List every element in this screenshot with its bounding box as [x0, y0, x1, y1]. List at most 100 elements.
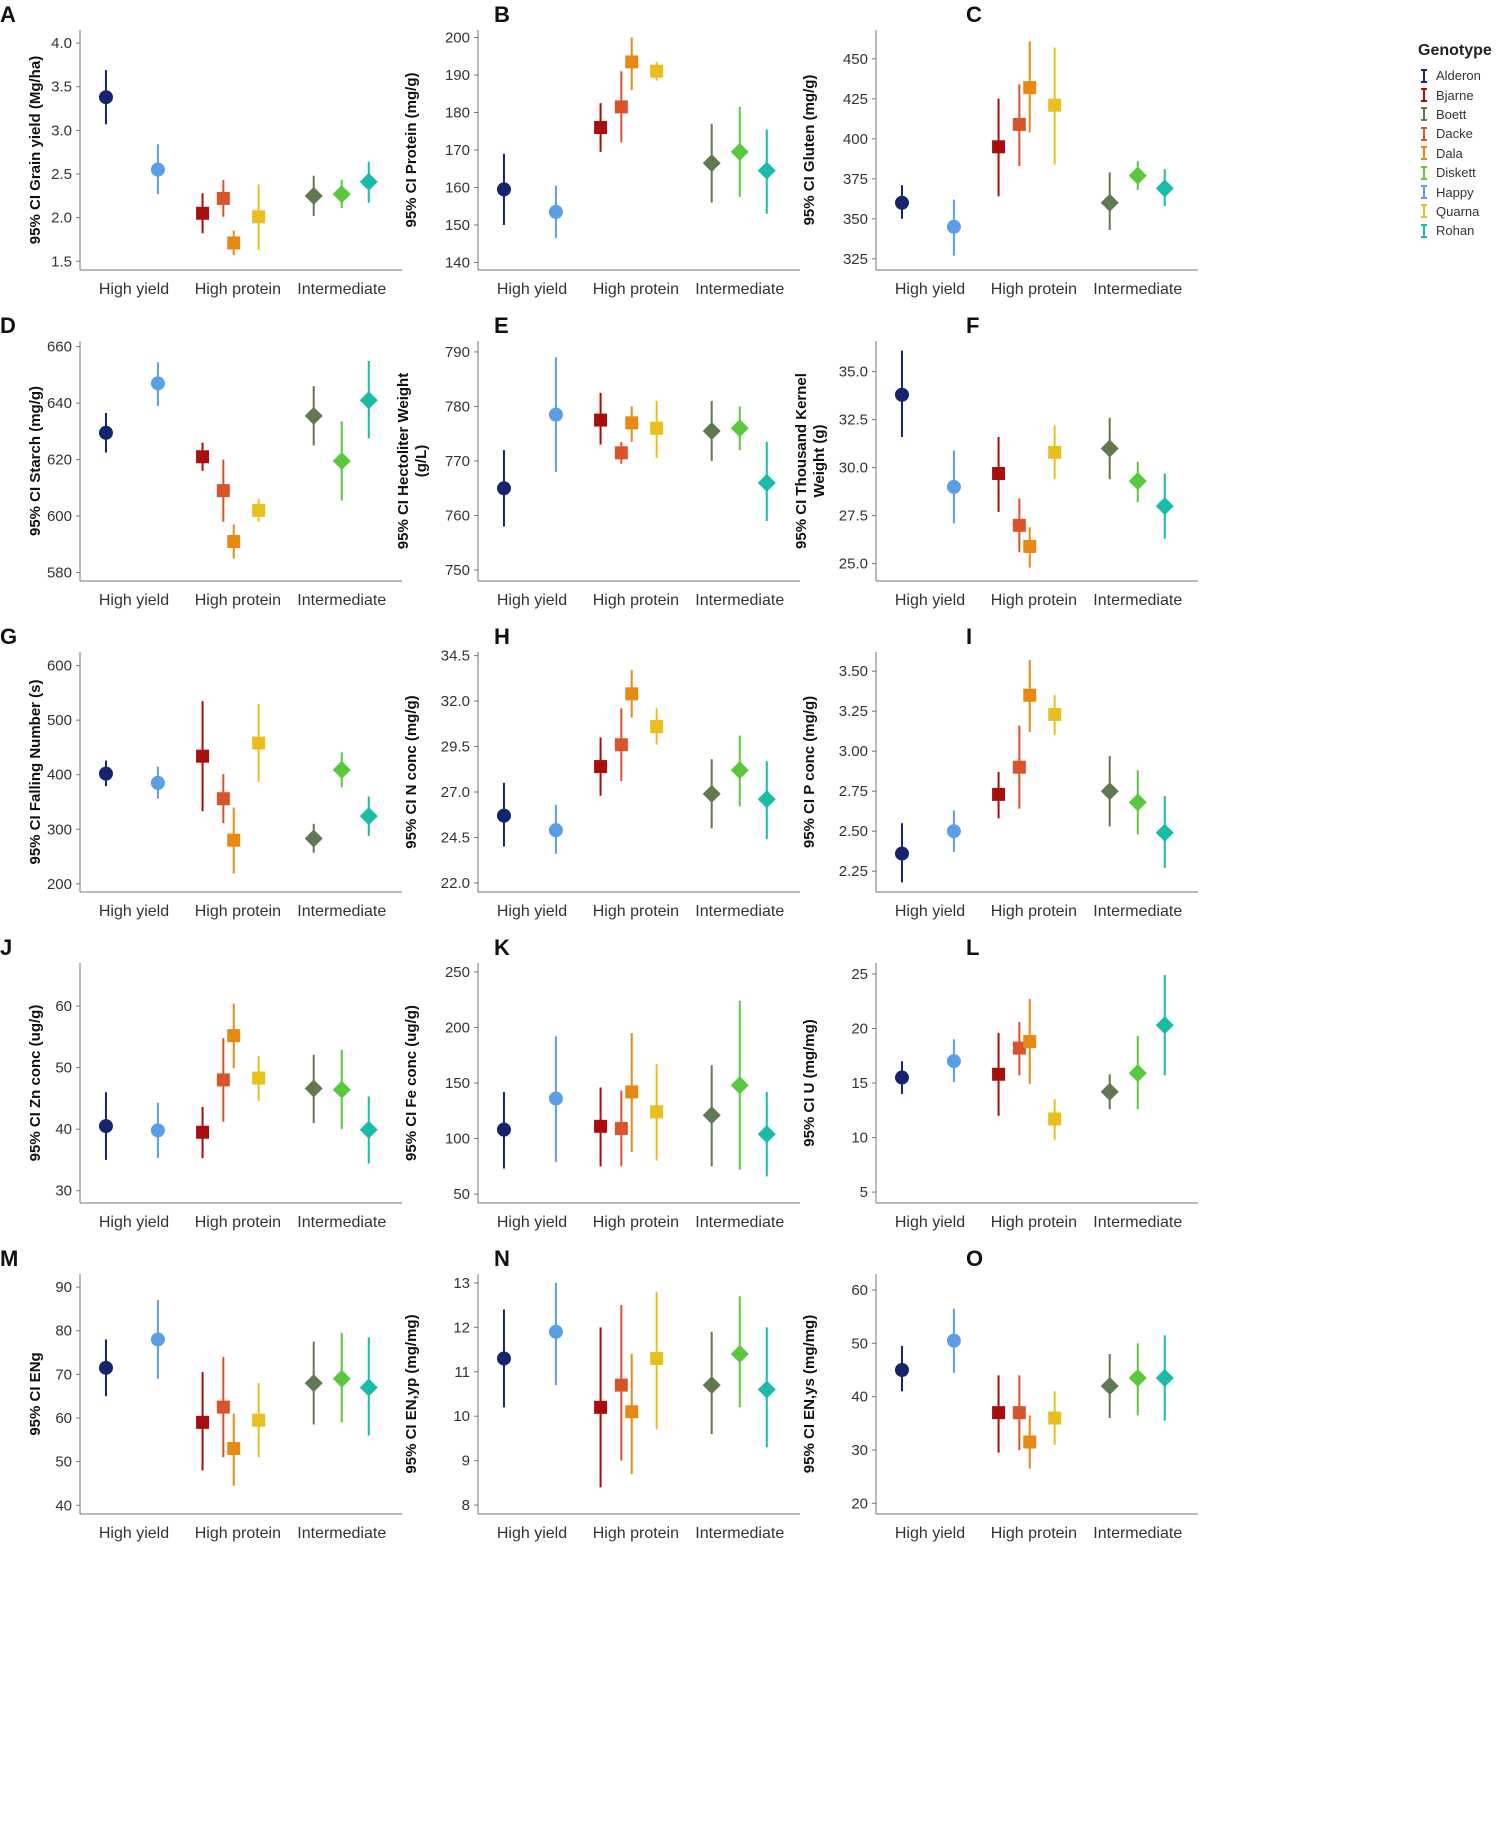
mean-marker: [614, 100, 628, 114]
x-category-label: High protein: [593, 281, 679, 298]
mean-marker: [1048, 707, 1062, 721]
mean-marker: [98, 1360, 113, 1375]
y-axis-title: 95% CI Protein (mg/g): [403, 72, 420, 227]
mean-marker: [98, 766, 113, 781]
mean-marker: [496, 1351, 511, 1366]
y-tick-label: 10: [851, 1130, 868, 1147]
mean-marker: [150, 1123, 165, 1138]
mean-marker: [1128, 472, 1147, 491]
panel-B: B 140 150 160 170 180 190 200 95% CI Protein (mg…: [403, 2, 800, 298]
mean-marker: [757, 161, 776, 180]
x-category-label: High yield: [99, 1525, 169, 1542]
y-tick-label: 780: [445, 398, 470, 415]
y-tick-label: 640: [47, 395, 72, 412]
x-category-label: Intermediate: [1093, 1214, 1182, 1231]
mean-marker: [1023, 539, 1037, 553]
mean-marker: [1100, 439, 1119, 458]
mean-marker: [1100, 1377, 1119, 1395]
y-tick-label: 25.0: [839, 556, 868, 573]
mean-marker: [196, 206, 210, 220]
panel-label: K: [494, 935, 510, 960]
legend-item: Bjarne: [1418, 85, 1508, 104]
mean-marker: [702, 154, 721, 173]
y-tick-label: 190: [445, 67, 470, 84]
mean-marker: [1012, 1041, 1026, 1055]
x-category-label: Intermediate: [1093, 903, 1182, 920]
mean-marker: [304, 829, 323, 848]
mean-marker: [625, 416, 639, 430]
mean-marker: [196, 1415, 210, 1429]
x-category-label: High protein: [195, 281, 281, 298]
legend-errorbar-icon: [1421, 107, 1427, 122]
y-tick-label: 425: [843, 91, 868, 108]
mean-marker: [216, 1400, 230, 1414]
mean-marker: [332, 452, 351, 470]
x-category-label: High yield: [497, 281, 567, 298]
legend-item: Happy: [1418, 182, 1508, 201]
mean-marker: [252, 503, 266, 517]
panel-label: M: [0, 1246, 18, 1271]
y-tick-label: 9: [462, 1453, 470, 1470]
mean-marker: [150, 775, 165, 790]
y-tick-label: 60: [55, 998, 72, 1015]
y-tick-label: 40: [55, 1497, 72, 1514]
mean-marker: [548, 823, 563, 838]
y-axis-title: Weight (g): [811, 424, 828, 497]
x-category-label: Intermediate: [1093, 281, 1182, 298]
y-tick-label: 40: [55, 1121, 72, 1138]
y-axis-title: 95% CI Fe conc (ug/g): [403, 1005, 420, 1161]
y-tick-label: 50: [55, 1454, 72, 1471]
panel-C: C 325 350 375 400 425 450 95% CI Gluten (mg/g) H…: [801, 2, 1198, 298]
y-tick-label: 29.5: [441, 739, 470, 756]
panel-L: L 5 10 15 20 25 95% CI U (mg/mg) High yield High…: [801, 935, 1198, 1231]
mean-marker: [196, 450, 210, 464]
y-tick-label: 50: [851, 1335, 868, 1352]
y-tick-label: 50: [55, 1060, 72, 1077]
legend-errorbar-icon: [1421, 185, 1427, 200]
mean-marker: [359, 391, 378, 410]
panel-M: M 40 50 60 70 80 90 95% CI ENg High yield High pr…: [0, 1246, 402, 1542]
y-axis-title: 95% CI Starch (mg/g): [27, 386, 44, 536]
mean-marker: [594, 121, 608, 134]
mean-marker: [946, 1054, 961, 1069]
mean-marker: [496, 481, 511, 496]
x-category-label: High yield: [895, 903, 965, 920]
mean-marker: [304, 406, 323, 425]
mean-marker: [1048, 445, 1062, 459]
mean-marker: [594, 760, 608, 774]
y-tick-label: 2.0: [51, 210, 72, 227]
mean-marker: [992, 466, 1006, 480]
mean-marker: [594, 1119, 608, 1133]
y-axis-title: 95% CI Falling Number (s): [27, 679, 44, 864]
x-category-label: High yield: [99, 281, 169, 298]
y-tick-label: 100: [445, 1131, 470, 1148]
y-tick-label: 770: [445, 453, 470, 470]
x-category-label: High yield: [99, 903, 169, 920]
y-tick-label: 60: [851, 1282, 868, 1299]
y-tick-label: 3.0: [51, 122, 72, 139]
mean-marker: [702, 784, 721, 803]
mean-marker: [650, 720, 664, 734]
y-tick-label: 5: [860, 1184, 868, 1201]
y-tick-label: 580: [47, 565, 72, 582]
mean-marker: [992, 1067, 1006, 1081]
mean-marker: [730, 1076, 749, 1095]
mean-marker: [1155, 179, 1174, 198]
mean-marker: [150, 162, 165, 177]
mean-marker: [730, 1345, 749, 1363]
y-tick-label: 620: [47, 452, 72, 469]
y-axis-title: 95% CI Hectoliter Weight: [395, 373, 412, 549]
mean-marker: [252, 1413, 266, 1427]
x-category-label: High yield: [497, 1525, 567, 1542]
x-category-label: High protein: [195, 1525, 281, 1542]
mean-marker: [98, 1119, 113, 1134]
panel-label: G: [0, 624, 17, 649]
mean-marker: [730, 761, 749, 780]
mean-marker: [332, 1369, 351, 1388]
mean-marker: [650, 421, 664, 435]
y-tick-label: 20: [851, 1020, 868, 1037]
x-category-label: High protein: [195, 1214, 281, 1231]
mean-marker: [702, 1376, 721, 1395]
y-tick-label: 325: [843, 251, 868, 268]
mean-marker: [1012, 117, 1026, 131]
